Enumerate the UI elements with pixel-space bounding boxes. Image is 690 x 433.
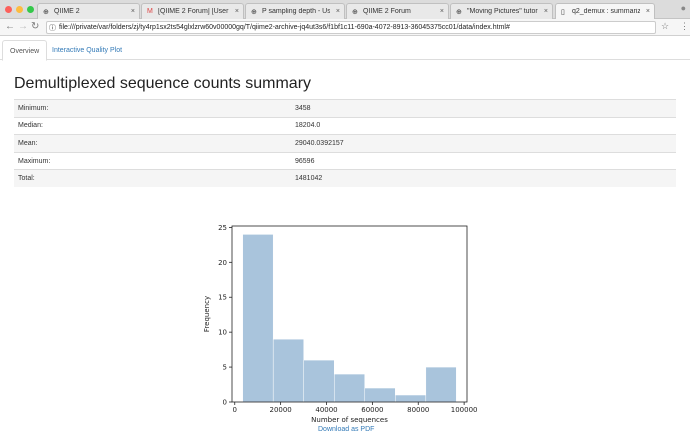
bookmark-star-icon[interactable]: ☆ bbox=[661, 21, 670, 31]
stat-value: 18204.0 bbox=[291, 116, 676, 135]
close-tab-icon[interactable]: × bbox=[543, 8, 548, 15]
gmail-icon: M bbox=[147, 8, 153, 15]
table-row: Mean: 29040.0392157 bbox=[14, 134, 676, 153]
page-title: Demultiplexed sequence counts summary bbox=[14, 75, 312, 92]
browser-tab[interactable]: ⊕ QIIME 2 × bbox=[37, 3, 140, 19]
close-tab-icon[interactable]: × bbox=[130, 8, 135, 15]
qiime-icon: ⊕ bbox=[251, 9, 257, 16]
y-tick-label: 15 bbox=[218, 294, 227, 302]
zoom-window-button[interactable] bbox=[27, 6, 34, 13]
y-tick-label: 0 bbox=[223, 399, 227, 407]
plot-frame bbox=[231, 225, 468, 403]
address-bar[interactable]: ⓘ file:///private/var/folders/zj/ty4rp1s… bbox=[46, 21, 656, 34]
reload-button[interactable]: ↻ bbox=[31, 21, 40, 32]
stat-value: 96596 bbox=[291, 151, 676, 170]
minimize-window-button[interactable] bbox=[16, 6, 23, 13]
qiime-icon: ⊕ bbox=[352, 9, 358, 16]
stat-label: Maximum: bbox=[14, 151, 291, 170]
stat-value: 1481042 bbox=[291, 169, 676, 188]
x-tick-label: 80000 bbox=[407, 406, 429, 414]
tab-overview[interactable]: Overview bbox=[2, 40, 48, 61]
info-icon: ⓘ bbox=[49, 25, 56, 32]
histogram-bar bbox=[333, 373, 366, 403]
download-pdf-link[interactable]: Download as PDF bbox=[318, 426, 375, 433]
back-button[interactable]: ← bbox=[5, 21, 15, 32]
tab-title: P sampling depth - User sup bbox=[262, 8, 330, 15]
close-tab-icon[interactable]: × bbox=[645, 8, 650, 15]
profile-icon[interactable]: ● bbox=[680, 3, 686, 13]
browser-tab[interactable]: ⊕ P sampling depth - User sup × bbox=[245, 3, 345, 19]
x-tick-label: 0 bbox=[233, 406, 237, 414]
tab-title: q2_demux : summarize bbox=[572, 8, 640, 15]
qiime-icon: ⊕ bbox=[456, 9, 462, 16]
y-tick-label: 5 bbox=[223, 364, 227, 372]
tab-title: QIIME 2 bbox=[54, 8, 80, 15]
x-tick-label: 40000 bbox=[315, 406, 337, 414]
tab-title: "Moving Pictures" tutorial - bbox=[467, 8, 538, 15]
histogram-bar bbox=[364, 387, 396, 403]
y-axis-label: Frequency bbox=[203, 296, 211, 332]
table-row: Maximum: 96596 bbox=[14, 151, 676, 170]
close-tab-icon[interactable]: × bbox=[234, 8, 239, 15]
tab-title: [QIIME 2 Forum] [User supp bbox=[158, 8, 229, 15]
histogram-bar bbox=[303, 359, 335, 403]
summary-table: Minimum: 3458 Median: 18204.0 Mean: 29040.039… bbox=[14, 99, 676, 188]
x-tick-label: 100000 bbox=[451, 406, 478, 414]
stat-label: Total: bbox=[14, 169, 291, 188]
stat-value: 29040.0392157 bbox=[291, 134, 676, 153]
histogram-bar bbox=[425, 366, 457, 403]
url-text: file:///private/var/folders/zj/ty4rp1sx2… bbox=[59, 24, 510, 31]
close-tab-icon[interactable]: × bbox=[439, 8, 444, 15]
histogram-bar bbox=[242, 234, 274, 403]
browser-tab[interactable]: ▯ q2_demux : summarize × bbox=[555, 3, 655, 19]
stat-value: 3458 bbox=[291, 99, 676, 118]
y-tick-label: 10 bbox=[218, 329, 227, 337]
y-tick-label: 20 bbox=[218, 259, 227, 267]
browser-tab[interactable]: M [QIIME 2 Forum] [User supp × bbox=[141, 3, 244, 19]
histogram-bar bbox=[395, 394, 427, 403]
x-tick-label: 20000 bbox=[269, 406, 291, 414]
close-window-button[interactable] bbox=[5, 6, 12, 13]
stat-label: Minimum: bbox=[14, 99, 291, 118]
histogram-bar bbox=[272, 338, 304, 403]
close-tab-icon[interactable]: × bbox=[335, 8, 340, 15]
tab-title: QIIME 2 Forum bbox=[363, 8, 411, 15]
stat-label: Mean: bbox=[14, 134, 291, 153]
x-axis-label: Number of sequences bbox=[311, 416, 388, 424]
y-tick-label: 25 bbox=[218, 224, 227, 232]
browser-tab[interactable]: ⊕ "Moving Pictures" tutorial - × bbox=[450, 3, 553, 19]
table-row: Minimum: 3458 bbox=[14, 99, 676, 118]
stat-label: Median: bbox=[14, 116, 291, 135]
browser-tab-bar: ⊕ QIIME 2 × M [QIIME 2 Forum] [User supp × ⊕ P … bbox=[0, 0, 690, 19]
forward-button[interactable]: → bbox=[18, 21, 28, 32]
menu-icon[interactable]: ⋮ bbox=[680, 21, 689, 31]
histogram-chart: 0 20000 40000 60000 80000 100000 0 5 10 15 20 25 Num… bbox=[203, 224, 478, 424]
browser-tab[interactable]: ⊕ QIIME 2 Forum × bbox=[346, 3, 449, 19]
qiime-icon: ⊕ bbox=[43, 9, 49, 16]
x-tick-label: 60000 bbox=[361, 406, 383, 414]
page-icon: ▯ bbox=[561, 9, 565, 16]
table-row: Median: 18204.0 bbox=[14, 116, 676, 135]
table-row: Total: 1481042 bbox=[14, 169, 676, 188]
page-tabs: Overview Interactive Quality Plot bbox=[0, 38, 690, 61]
browser-toolbar: ← → ↻ ⓘ file:///private/var/folders/zj/t… bbox=[0, 19, 690, 36]
tab-interactive-quality-plot[interactable]: Interactive Quality Plot bbox=[52, 47, 123, 54]
